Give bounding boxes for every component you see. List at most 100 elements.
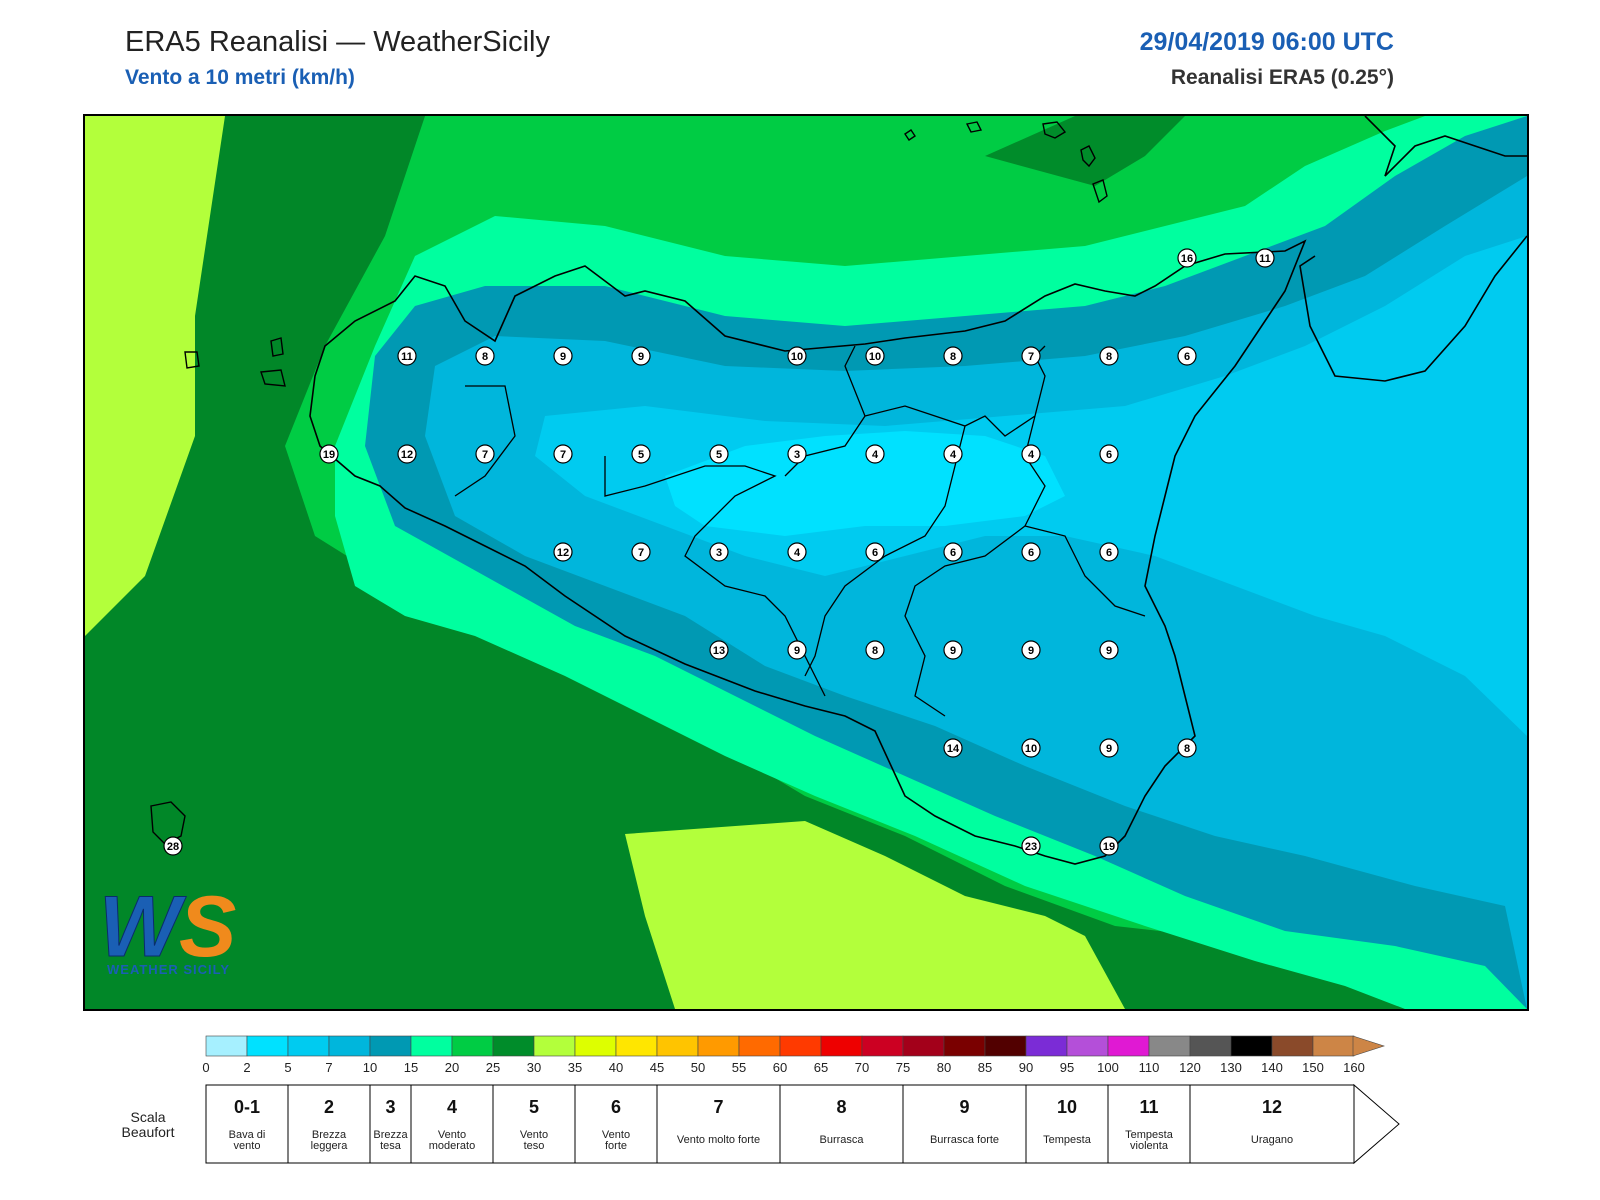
colorbar-tick-label: 130 [1220,1060,1242,1075]
map-title: ERA5 Reanalisi — WeatherSicily [125,26,550,58]
colorbar-tick-label: 7 [325,1060,332,1075]
colorbar-tick-label: 55 [732,1060,746,1075]
beaufort-name: Burrasca [819,1134,864,1146]
colorbar-swatch [656,1035,699,1057]
wind-speed-marker: 9 [553,346,573,366]
wind-marker-circle [943,444,963,464]
beaufort-name: Bava di [229,1129,266,1141]
wind-speed-value: 28 [167,841,179,853]
wind-speed-marker: 11 [397,346,417,366]
wind-marker-circle [1021,836,1041,856]
wind-marker-circle [553,444,573,464]
beaufort-name: Vento [520,1129,548,1141]
colorbar-tick-label: 45 [650,1060,664,1075]
wind-speed-value: 6 [872,547,878,559]
wind-marker-circle [1099,346,1119,366]
wind-marker-circle [1255,248,1275,268]
wind-speed-marker: 11 [1255,248,1275,268]
wind-speed-value: 6 [1184,351,1190,363]
wind-speed-value: 8 [872,645,878,657]
wind-speed-value: 12 [557,547,569,559]
wind-marker-circle [709,542,729,562]
wind-speed-value: 3 [716,547,722,559]
colorbar-tick-label: 40 [609,1060,623,1075]
colorbar-tick-label: 70 [855,1060,869,1075]
colorbar-swatch [861,1035,904,1057]
wind-speed-value: 7 [560,449,566,461]
colorbar-tick-label: 60 [773,1060,787,1075]
wind-speed-value: 9 [794,645,800,657]
beaufort-number: 10 [1057,1097,1077,1117]
beaufort-box [1025,1084,1109,1164]
wind-marker-circle [1021,640,1041,660]
legend-svg: 0 2 5 7 10 15 20 25 30 35 40 45 50 55 60 65 70 75 80 85 90 95… [202,1035,1400,1165]
wind-speed-value: 3 [794,449,800,461]
colorbar-swatch [533,1035,576,1057]
colorbar-swatch [1066,1035,1109,1057]
beaufort-name: moderato [429,1140,475,1152]
wind-speed-value: 9 [1028,645,1034,657]
wind-marker-circle [787,542,807,562]
colorbar-swatch [287,1035,330,1057]
wind-speed-marker: 4 [787,542,807,562]
colorbar-swatch [1189,1035,1232,1057]
wind-marker-circle [1099,738,1119,758]
beaufort-box [574,1084,658,1164]
beaufort-number: 0-1 [234,1097,260,1117]
beaufort-box [410,1084,494,1164]
wind-speed-value: 8 [1106,351,1112,363]
band-2-5 [665,431,1065,536]
wind-speed-marker: 12 [553,542,573,562]
beaufort-number: 12 [1262,1097,1282,1117]
logo-letters: W [99,879,187,975]
beaufort-name: Vento [602,1129,630,1141]
wind-speed-value: 4 [1028,449,1035,461]
wind-speed-value: 23 [1025,841,1037,853]
wind-marker-circle [865,640,885,660]
wind-marker-circle [397,346,417,366]
data-source: Reanalisi ERA5 (0.25°) [1170,66,1394,89]
wind-speed-value: 4 [794,547,801,559]
wind-marker-circle [787,640,807,660]
colorbar-swatch [738,1035,781,1057]
colorbar-tick-label: 120 [1179,1060,1201,1075]
wind-speed-value: 19 [323,449,335,461]
wind-marker-circle [1021,542,1041,562]
beaufort-box [205,1084,289,1164]
wind-speed-value: 9 [950,645,956,657]
colorbar-swatch [902,1035,945,1057]
beaufort-name: leggera [311,1140,349,1152]
colorbar-swatch [1271,1035,1314,1057]
colorbar-tick-label: 20 [445,1060,459,1075]
wind-marker-circle [553,542,573,562]
beaufort-name: Vento molto forte [677,1134,760,1146]
calabria-coastline [1299,235,1527,382]
wind-speed-marker: 8 [475,346,495,366]
beaufort-box [1189,1084,1355,1164]
wind-speed-marker: 16 [1177,248,1197,268]
beaufort-name: Tempesta [1043,1134,1092,1146]
pantelleria-island [150,801,186,845]
wind-speed-value: 10 [869,351,881,363]
wind-marker-circle [865,542,885,562]
wind-speed-marker: 9 [1099,738,1119,758]
colorbar-tick-label: 110 [1139,1060,1160,1075]
colorbar-tick-label: 35 [568,1060,582,1075]
wind-marker-circle [1021,738,1041,758]
beaufort-box [1107,1084,1191,1164]
wind-speed-value: 9 [1106,645,1112,657]
wind-speed-marker: 9 [631,346,651,366]
wind-marker-circle [943,640,963,660]
colorbar [205,1035,1385,1057]
wind-speed-value: 9 [560,351,566,363]
wind-speed-marker: 6 [1177,346,1197,366]
beaufort-number: 8 [836,1097,846,1117]
logo-text: WEATHER SICILY [107,962,230,977]
beaufort-number: 3 [385,1097,395,1117]
beaufort-number: 5 [529,1097,539,1117]
wind-marker-circle [709,640,729,660]
colorbar-tick-label: 5 [284,1060,291,1075]
wind-speed-marker: 7 [1021,346,1041,366]
colorbar-swatch [205,1035,248,1057]
